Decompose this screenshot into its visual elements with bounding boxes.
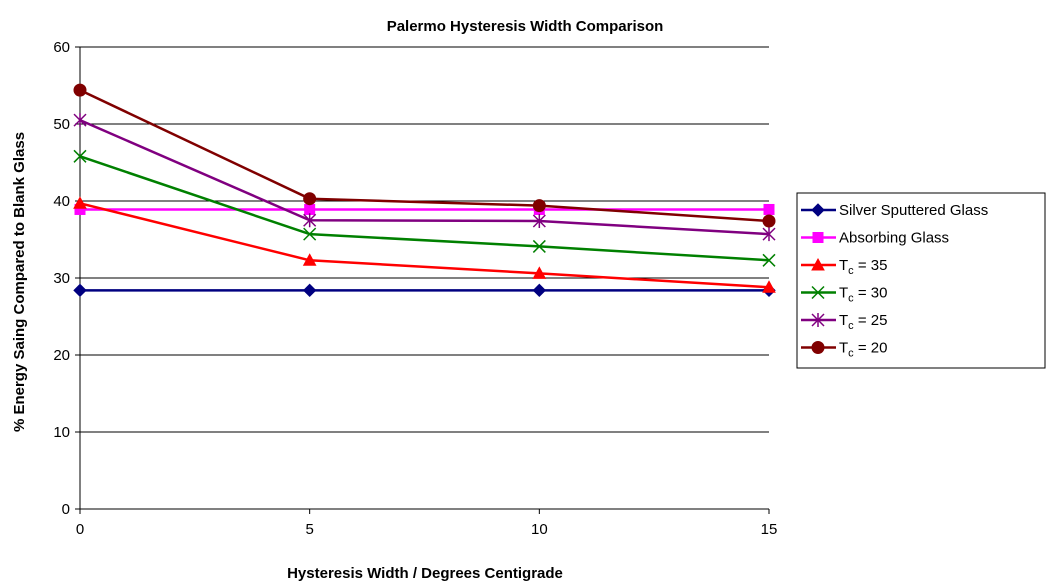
x-tick-label: 10 bbox=[531, 521, 548, 538]
y-tick-label: 30 bbox=[53, 270, 70, 287]
y-tick-label: 40 bbox=[53, 193, 70, 210]
legend-entry: Tc = 20 bbox=[801, 340, 887, 360]
data-point bbox=[302, 283, 317, 298]
legend-marker bbox=[811, 203, 825, 217]
x-tick-label: 0 bbox=[76, 521, 84, 538]
data-point bbox=[532, 214, 546, 229]
series-line bbox=[79, 155, 770, 262]
series-line bbox=[79, 202, 770, 289]
legend-entry: Tc = 30 bbox=[801, 285, 887, 305]
axes: 0 10 20 30 40 50 60 0 5 10 15 bbox=[53, 39, 777, 538]
data-point bbox=[762, 253, 776, 267]
legend-marker bbox=[811, 341, 825, 354]
legend-marker bbox=[811, 313, 825, 327]
data-point bbox=[303, 227, 317, 241]
legend-label: Tc = 25 bbox=[839, 312, 887, 332]
legend-label-main: T bbox=[839, 340, 848, 357]
legend-label-main: T bbox=[839, 312, 848, 329]
y-axis-title: % Energy Saing Compared to Blank Glass bbox=[11, 132, 28, 432]
data-point bbox=[532, 266, 547, 279]
series-1 bbox=[74, 203, 775, 215]
series-3 bbox=[73, 149, 776, 267]
x-axis-title: Hysteresis Width / Degrees Centigrade bbox=[287, 565, 563, 582]
x-tick-label: 5 bbox=[305, 521, 313, 538]
legend-label: Tc = 20 bbox=[839, 340, 887, 360]
data-point bbox=[762, 214, 776, 228]
legend-label-tail: = 20 bbox=[854, 340, 888, 357]
legend-label-main: T bbox=[839, 257, 848, 274]
legend-label: Tc = 30 bbox=[839, 285, 887, 305]
legend-label: Absorbing Glass bbox=[839, 230, 949, 247]
data-point bbox=[762, 227, 776, 242]
legend-label-tail: = 25 bbox=[854, 312, 888, 329]
legend-entry: Absorbing Glass bbox=[801, 230, 949, 247]
series-4 bbox=[73, 113, 776, 242]
data-point bbox=[73, 113, 87, 128]
legend-box bbox=[796, 192, 1046, 369]
series-2 bbox=[73, 196, 776, 293]
legend-label-tail: = 30 bbox=[854, 285, 888, 302]
series-line bbox=[79, 119, 770, 236]
legend-label-subscript: c bbox=[848, 293, 854, 305]
gridlines bbox=[80, 46, 769, 433]
y-tick-label: 20 bbox=[53, 347, 70, 364]
legend: Silver Sputtered Glass Absorbing Glass Tc … bbox=[796, 192, 1046, 369]
legend-marker bbox=[811, 285, 825, 300]
legend-label-subscript: c bbox=[848, 320, 854, 332]
y-tick-label: 10 bbox=[53, 424, 70, 441]
legend-marker bbox=[812, 232, 824, 243]
series-0 bbox=[73, 283, 776, 298]
series-group bbox=[73, 83, 776, 298]
data-point bbox=[73, 83, 87, 97]
legend-label: Silver Sputtered Glass bbox=[839, 202, 988, 219]
data-point bbox=[532, 239, 546, 253]
y-tick-label: 50 bbox=[53, 116, 70, 133]
legend-label-main: Absorbing Glass bbox=[839, 230, 949, 247]
legend-label-subscript: c bbox=[848, 265, 854, 277]
legend-label-main: Silver Sputtered Glass bbox=[839, 202, 988, 219]
legend-entry: Silver Sputtered Glass bbox=[801, 202, 988, 219]
data-point bbox=[73, 149, 87, 163]
chart-title: Palermo Hysteresis Width Comparison bbox=[387, 18, 664, 35]
legend-label-tail: = 35 bbox=[854, 257, 888, 274]
y-tick-label: 0 bbox=[62, 501, 70, 518]
data-point bbox=[303, 192, 317, 206]
legend-entry: Tc = 25 bbox=[801, 312, 887, 332]
series-line bbox=[79, 88, 770, 223]
data-point bbox=[762, 280, 776, 293]
legend-entry: Tc = 35 bbox=[801, 257, 887, 277]
data-point bbox=[763, 203, 775, 215]
data-point bbox=[304, 203, 316, 215]
data-point bbox=[73, 196, 87, 209]
x-tick-label: 15 bbox=[761, 521, 778, 538]
data-point bbox=[532, 283, 547, 298]
legend-label-subscript: c bbox=[848, 348, 854, 360]
legend-label: Tc = 35 bbox=[839, 257, 887, 277]
data-point bbox=[302, 253, 317, 266]
data-point bbox=[303, 213, 317, 228]
y-tick-label: 60 bbox=[53, 39, 70, 56]
series-5 bbox=[73, 83, 776, 228]
data-point bbox=[532, 199, 546, 213]
legend-marker bbox=[811, 257, 825, 271]
data-point bbox=[73, 283, 87, 298]
legend-label-main: T bbox=[839, 285, 848, 302]
